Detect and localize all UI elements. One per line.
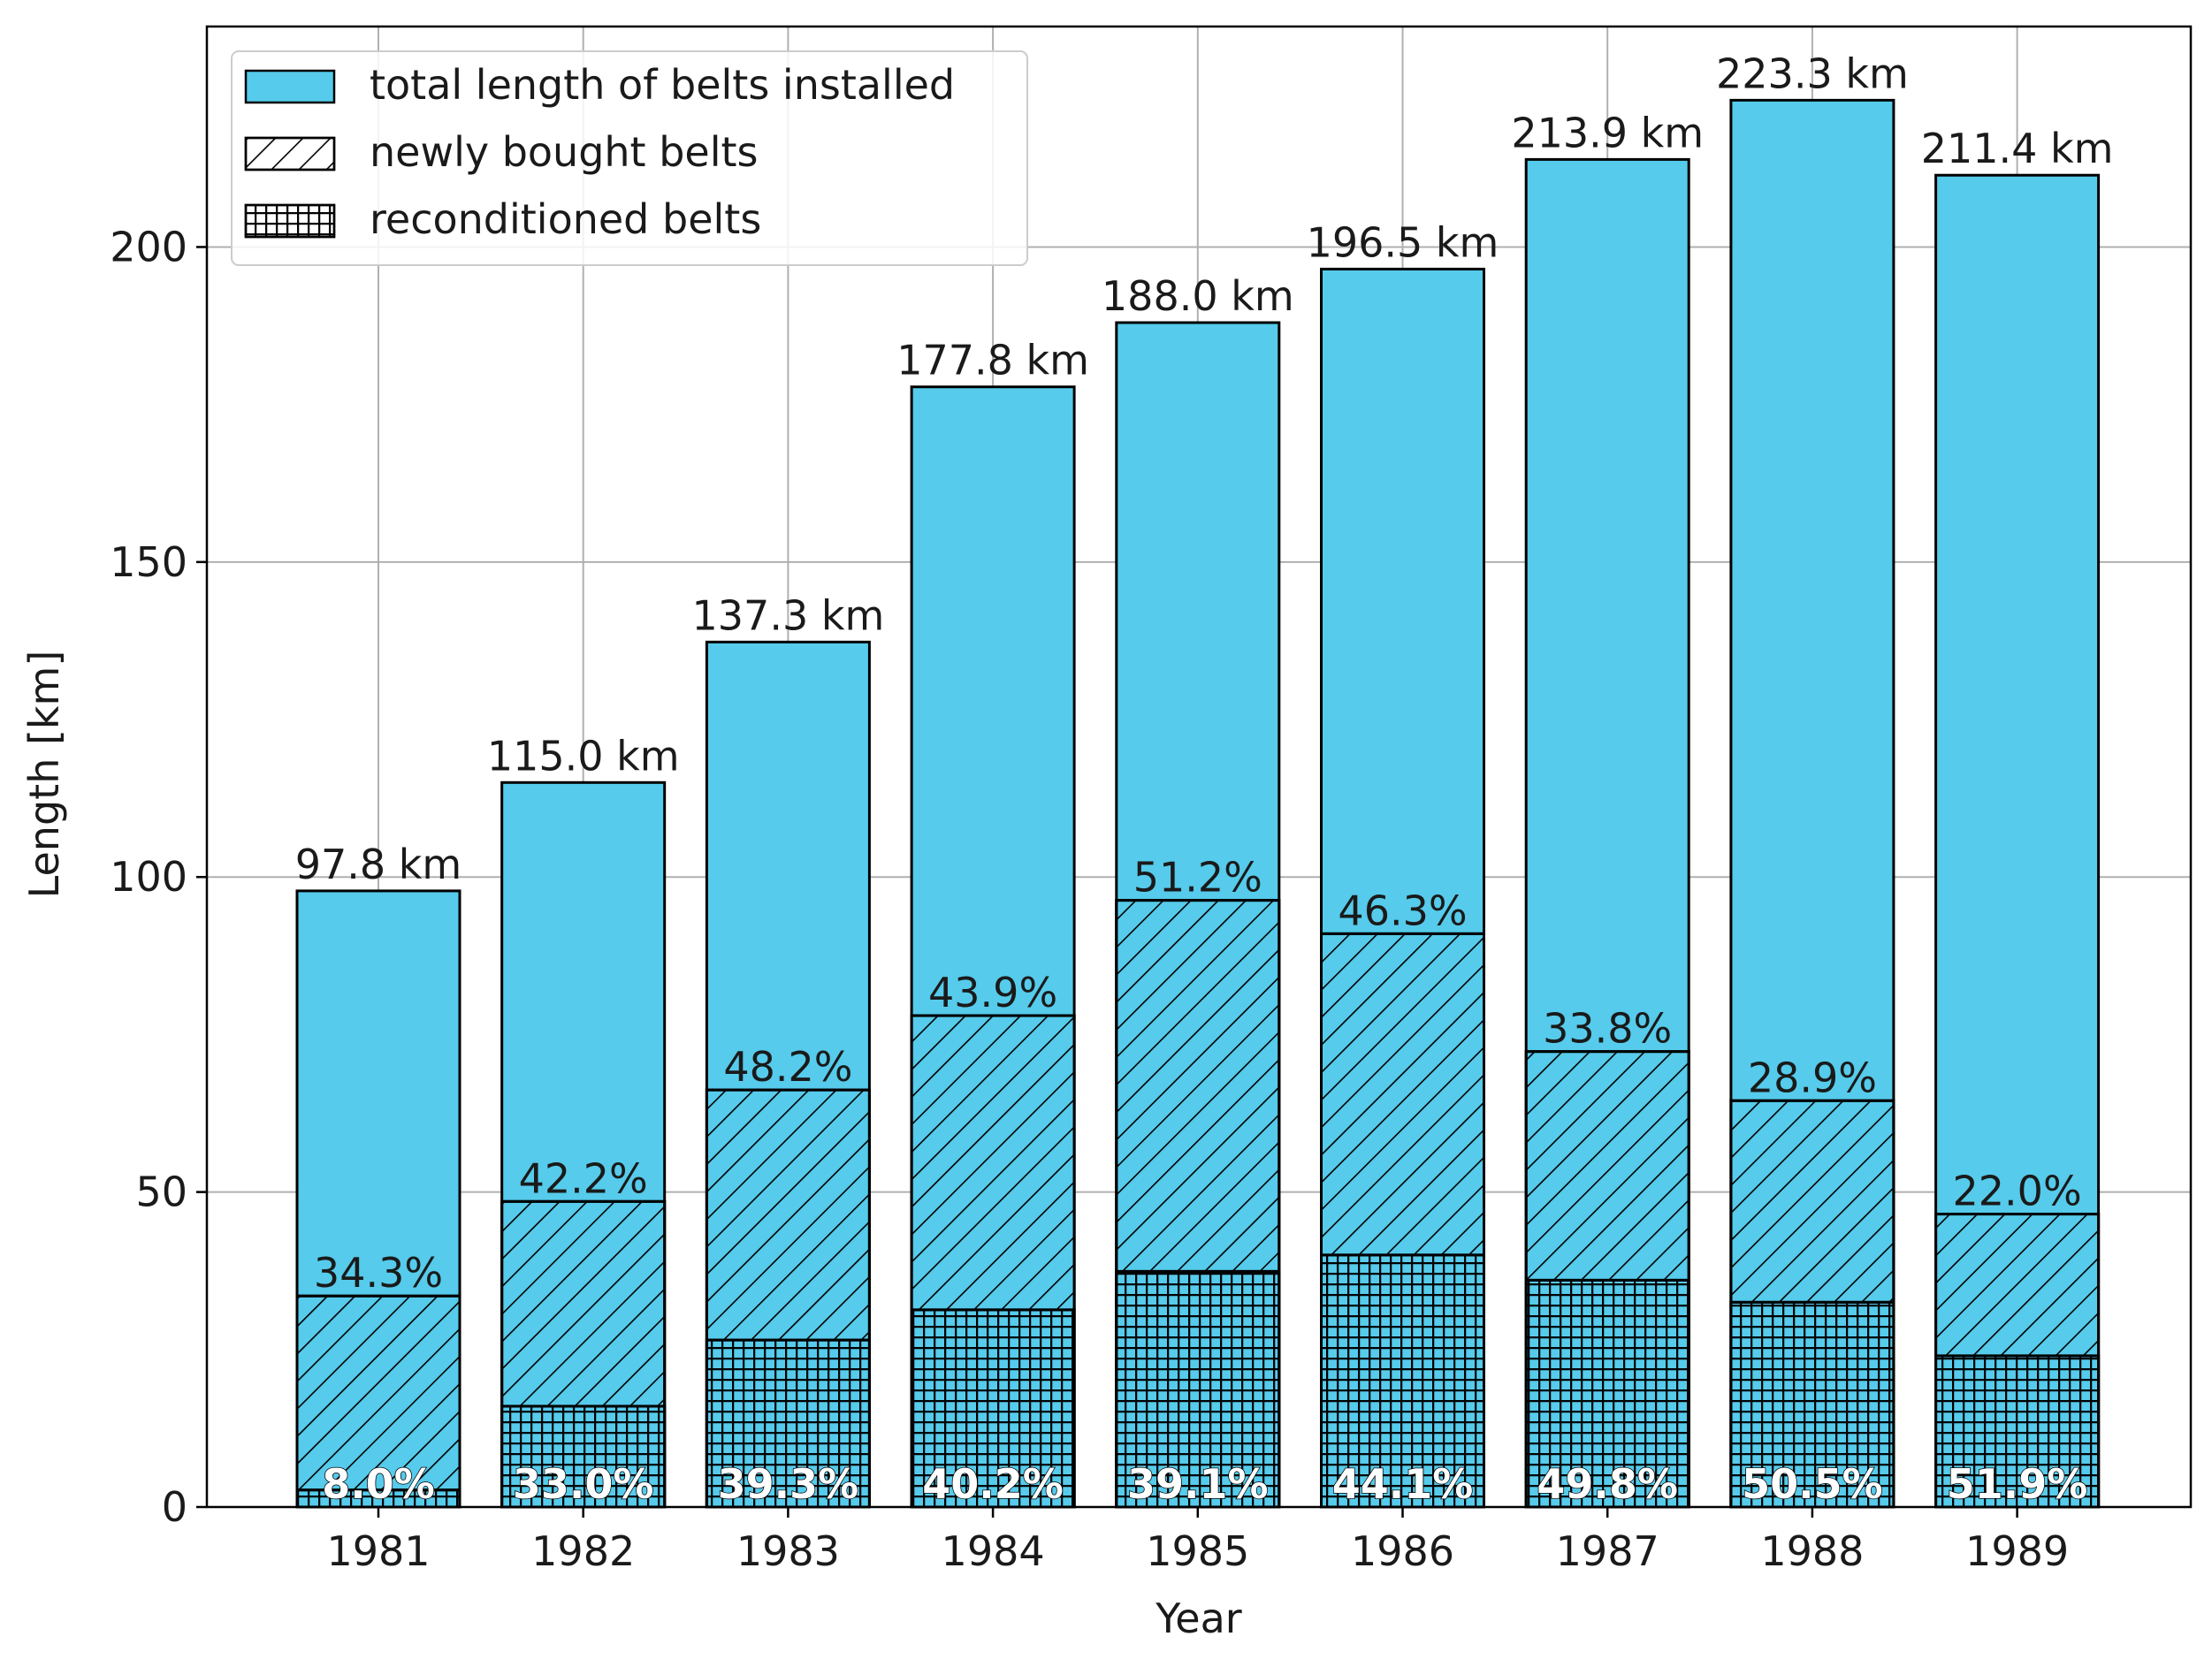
total-data-label: 211.4 km: [1921, 125, 2114, 172]
data-labels: 97.8 km 34.3% 8.0% 115.0 km 42.2% 33.0% 137.3 …: [295, 49, 2114, 1508]
x-tick-label: 1985: [1146, 1527, 1249, 1575]
total-data-label: 213.9 km: [1511, 109, 1704, 156]
reconditioned-data-label: 39.3%: [718, 1460, 859, 1508]
total-data-label: 115.0 km: [487, 732, 680, 780]
legend-frame: [231, 50, 1028, 266]
reconditioned-data-label: 49.8%: [1537, 1460, 1678, 1508]
axes: 1981 1982 1983 1984 1985 1986 1987 1988 1989 0 50 1…: [110, 25, 2193, 1575]
bars: [295, 98, 2101, 1509]
x-tick-label: 1983: [736, 1527, 840, 1575]
x-tick-label: 1981: [326, 1527, 430, 1575]
legend-label-reconditioned: reconditioned belts: [370, 195, 761, 243]
legend-swatch-new-hatch: [244, 136, 336, 171]
new-data-label: 46.3%: [1338, 887, 1467, 934]
total-data-label: 188.0 km: [1102, 272, 1294, 320]
new-data-label: 51.2%: [1133, 854, 1262, 902]
reconditioned-data-label: 39.1%: [1127, 1460, 1269, 1508]
reconditioned-data-label: 40.2%: [922, 1460, 1064, 1508]
legend: total length of belts installed newly bo…: [231, 50, 1028, 266]
total-data-label: 223.3 km: [1716, 49, 1909, 97]
new-data-label: 48.2%: [723, 1043, 852, 1091]
bar-new-hatch: [295, 1294, 461, 1509]
bar-reconditioned-hatch: [500, 1404, 667, 1509]
plot-frame: [205, 25, 2193, 1509]
y-axis-label: Length [km]: [20, 651, 68, 899]
bar-reconditioned-hatch: [1729, 1300, 1895, 1509]
total-data-label: 97.8 km: [295, 841, 462, 888]
total-data-label: 177.8 km: [896, 337, 1089, 384]
reconditioned-data-label: 33.0%: [513, 1460, 654, 1508]
bar-reconditioned-hatch: [910, 1308, 1076, 1509]
new-data-label: 33.8%: [1543, 1005, 1672, 1053]
total-data-label: 137.3 km: [692, 591, 885, 639]
legend-swatch-total: [244, 69, 336, 104]
x-axis-label: Year: [1155, 1595, 1241, 1642]
y-tick-label: 200: [110, 223, 187, 270]
x-tick-label: 1987: [1556, 1527, 1659, 1575]
legend-label-new: newly bought belts: [370, 128, 759, 176]
bar-reconditioned-hatch: [1524, 1278, 1690, 1509]
bar-reconditioned-hatch: [1320, 1253, 1485, 1509]
new-data-label: 28.9%: [1748, 1054, 1877, 1101]
new-data-label: 43.9%: [928, 969, 1057, 1016]
total-data-label: 196.5 km: [1307, 218, 1499, 266]
new-data-label: 42.2%: [519, 1154, 648, 1202]
new-data-label: 22.0%: [1953, 1168, 2082, 1215]
bar-reconditioned-hatch: [1934, 1354, 2101, 1509]
y-tick-label: 150: [110, 538, 187, 586]
reconditioned-data-label: 51.9%: [1947, 1460, 2088, 1508]
reconditioned-data-label: 44.1%: [1332, 1460, 1474, 1508]
legend-label-total: total length of belts installed: [370, 61, 955, 109]
reconditioned-data-label: 50.5%: [1742, 1460, 1883, 1508]
x-tick-label: 1984: [942, 1527, 1045, 1575]
x-tick-label: 1982: [531, 1527, 635, 1575]
x-tick-label: 1986: [1351, 1527, 1454, 1575]
new-data-label: 34.3%: [314, 1249, 443, 1297]
y-tick-label: 0: [162, 1483, 187, 1531]
y-tick-label: 100: [110, 853, 187, 901]
x-tick-label: 1988: [1760, 1527, 1864, 1575]
bar-reconditioned-hatch: [705, 1338, 871, 1509]
y-tick-label: 50: [135, 1168, 187, 1216]
reconditioned-data-label: 8.0%: [322, 1460, 435, 1508]
x-tick-label: 1989: [1965, 1527, 2069, 1575]
legend-swatch-reconditioned-hatch: [244, 203, 336, 239]
